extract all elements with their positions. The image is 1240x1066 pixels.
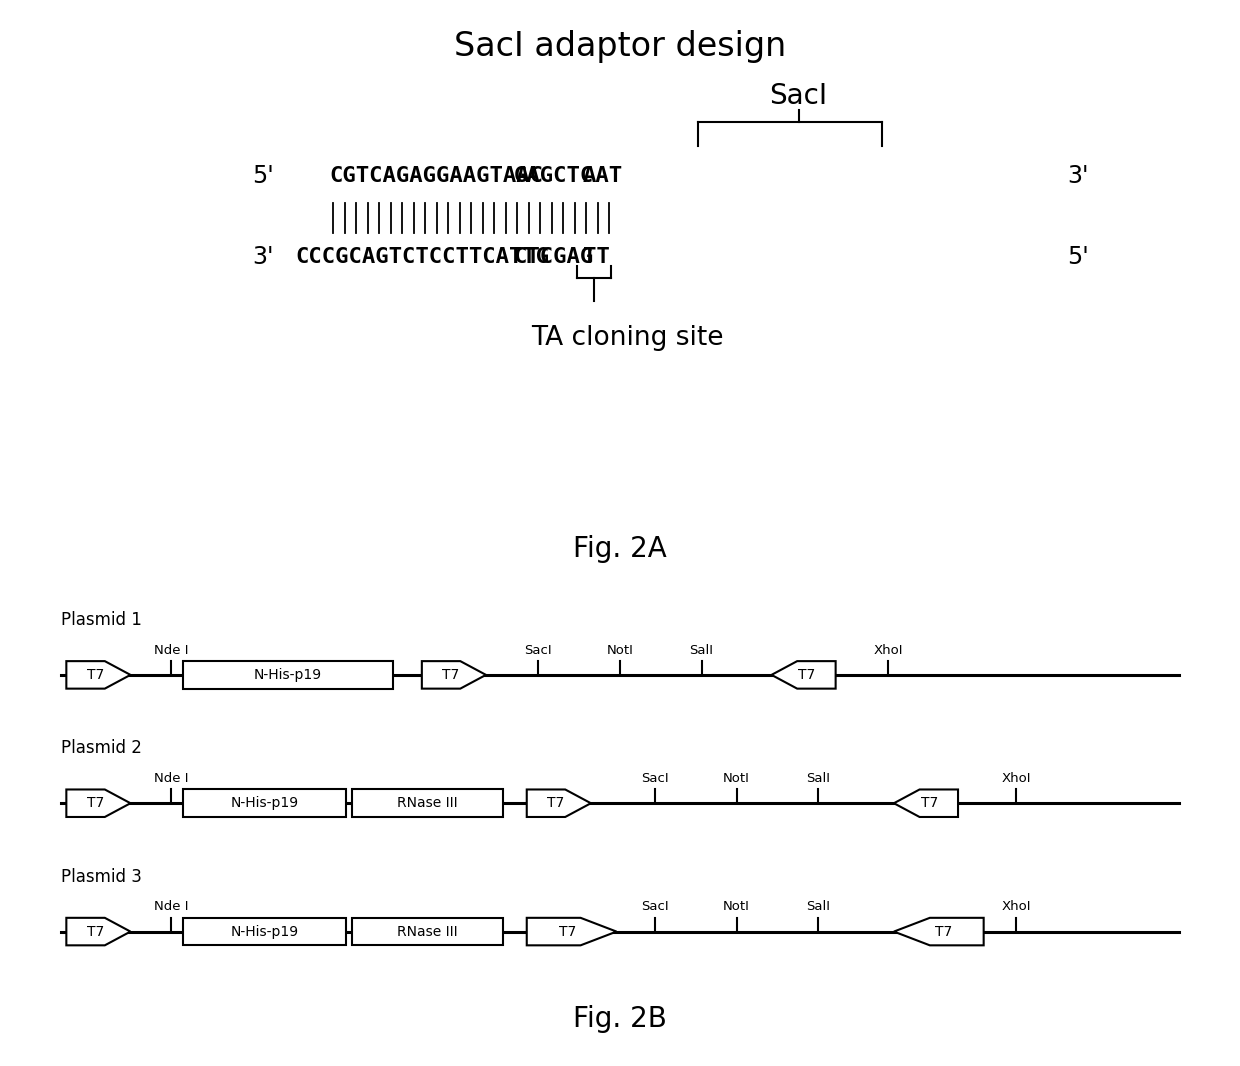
Polygon shape	[66, 918, 130, 946]
Text: TT: TT	[583, 246, 610, 266]
Text: 5': 5'	[252, 164, 274, 188]
Text: T7: T7	[799, 668, 816, 682]
Text: T7: T7	[87, 796, 104, 810]
Polygon shape	[527, 918, 616, 946]
Text: SalI: SalI	[806, 901, 830, 914]
Text: NotI: NotI	[723, 901, 750, 914]
Bar	[352, 790, 503, 817]
Text: SalI: SalI	[806, 772, 830, 785]
Text: Nde I: Nde I	[154, 772, 188, 785]
Bar	[184, 661, 393, 689]
Text: Fig. 2A: Fig. 2A	[573, 535, 667, 563]
Text: RNase III: RNase III	[397, 796, 458, 810]
Text: SalI: SalI	[689, 644, 713, 657]
Polygon shape	[894, 790, 959, 817]
Text: 3': 3'	[1066, 164, 1089, 188]
Text: AAT: AAT	[583, 166, 622, 187]
Polygon shape	[771, 661, 836, 689]
Text: XhoI: XhoI	[1002, 772, 1030, 785]
Text: Nde I: Nde I	[154, 901, 188, 914]
Text: Plasmid 2: Plasmid 2	[61, 739, 141, 757]
Text: T7: T7	[87, 668, 104, 682]
Text: SacI: SacI	[641, 901, 668, 914]
Text: T7: T7	[443, 668, 459, 682]
Text: T7: T7	[935, 924, 952, 938]
Text: SacI: SacI	[525, 644, 552, 657]
Polygon shape	[422, 661, 486, 689]
Text: RNase III: RNase III	[397, 924, 458, 938]
Text: T7: T7	[558, 924, 575, 938]
Text: NotI: NotI	[723, 772, 750, 785]
Text: T7: T7	[920, 796, 937, 810]
Text: Nde I: Nde I	[154, 644, 188, 657]
Text: XhoI: XhoI	[873, 644, 903, 657]
Text: N-His-p19: N-His-p19	[231, 796, 299, 810]
Polygon shape	[66, 790, 130, 817]
Bar	[352, 918, 503, 946]
Text: CCCGCAGTCTCCTTCATTG: CCCGCAGTCTCCTTCATTG	[295, 246, 549, 266]
Polygon shape	[66, 661, 130, 689]
Text: TA cloning site: TA cloning site	[532, 325, 724, 352]
Text: CGTCAGAGGAAGTAAC: CGTCAGAGGAAGTAAC	[330, 166, 544, 187]
Text: T7: T7	[87, 924, 104, 938]
Text: SacI: SacI	[770, 81, 827, 110]
Text: CTCGAG: CTCGAG	[513, 246, 594, 266]
Text: Plasmid 1: Plasmid 1	[61, 611, 141, 629]
Bar	[184, 918, 346, 946]
Text: GAGCTC: GAGCTC	[513, 166, 594, 187]
Bar	[184, 790, 346, 817]
Text: SacI adaptor design: SacI adaptor design	[454, 30, 786, 63]
Text: 5': 5'	[1066, 245, 1089, 269]
Text: Plasmid 3: Plasmid 3	[61, 868, 141, 886]
Text: Fig. 2B: Fig. 2B	[573, 1004, 667, 1033]
Text: NotI: NotI	[606, 644, 634, 657]
Text: T7: T7	[547, 796, 564, 810]
Polygon shape	[894, 918, 983, 946]
Polygon shape	[527, 790, 591, 817]
Text: 3': 3'	[252, 245, 274, 269]
Text: XhoI: XhoI	[1002, 901, 1030, 914]
Text: N-His-p19: N-His-p19	[254, 668, 322, 682]
Text: N-His-p19: N-His-p19	[231, 924, 299, 938]
Text: SacI: SacI	[641, 772, 668, 785]
